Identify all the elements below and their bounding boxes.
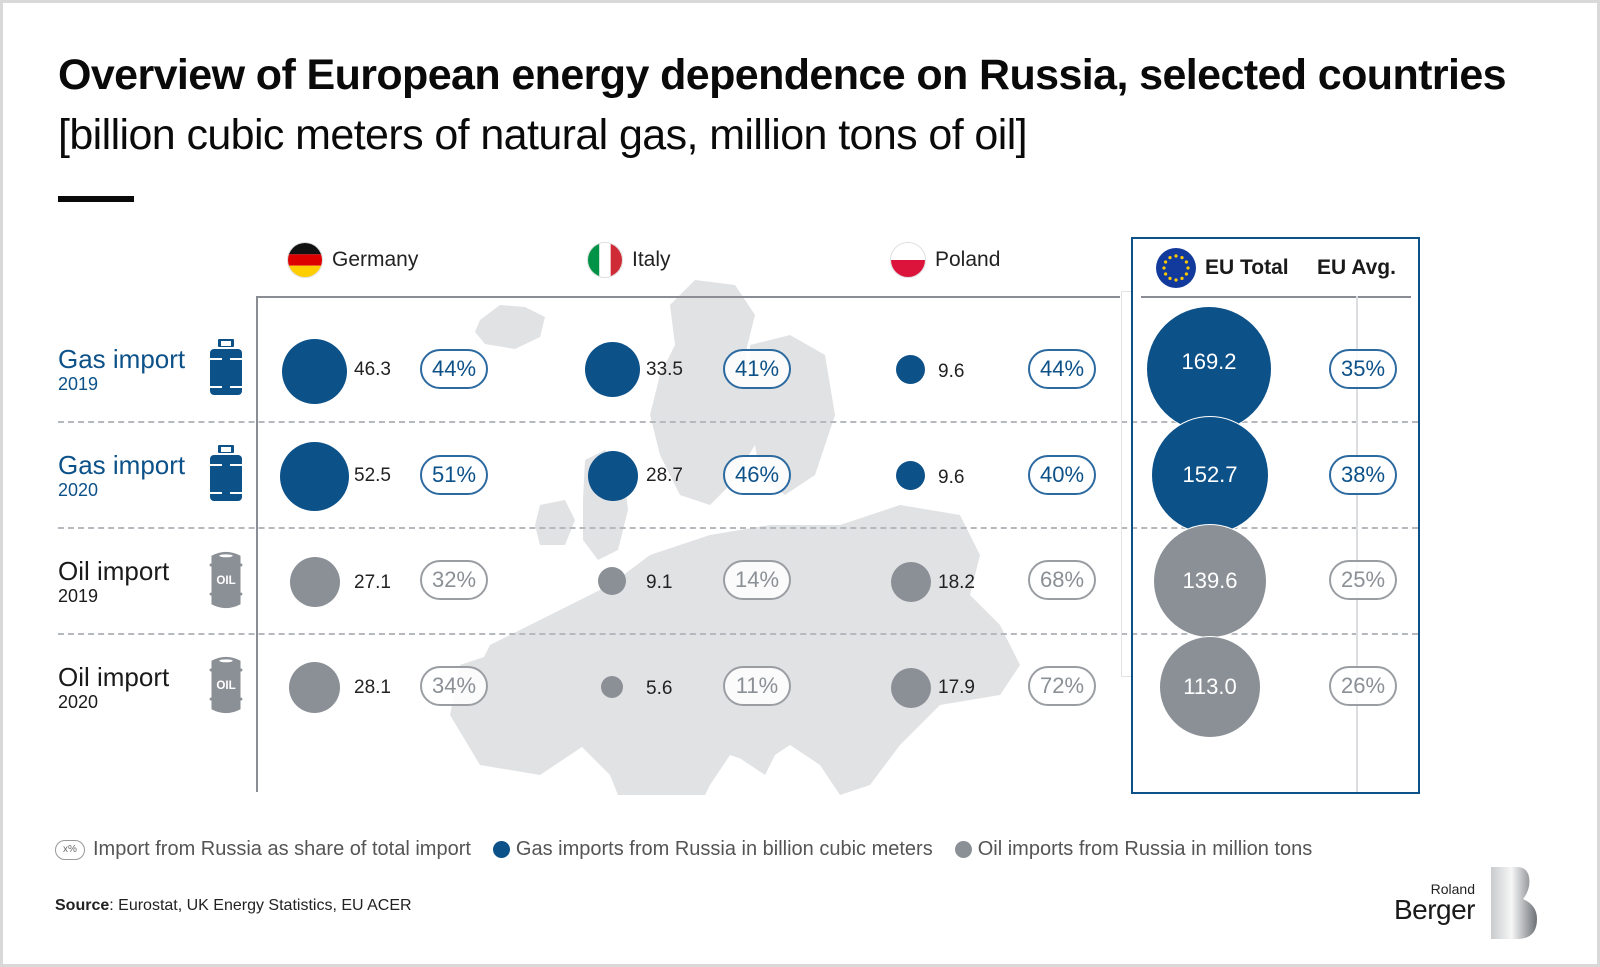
oil-dot-icon — [954, 841, 972, 858]
italy-oil-2019-bubble — [598, 567, 626, 595]
column-header-poland: Poland — [890, 240, 1000, 280]
title-line-1: Overview of European energy dependence o… — [58, 51, 1507, 99]
italy-oil-2020-value: 5.6 — [646, 678, 673, 699]
eu-avg-gas-2020-share: 38% — [1329, 455, 1397, 495]
germany-oil-2020-share: 34% — [420, 666, 488, 706]
italy-oil-2019-value: 9.1 — [646, 572, 673, 593]
germany-flag-icon — [287, 242, 323, 278]
eu-total-header: EU Total — [1156, 248, 1289, 288]
eu-oil-2019-bubble: 139.6 — [1153, 524, 1267, 638]
eu-flag-icon — [1156, 248, 1196, 288]
roland-berger-logo: Roland Berger — [1394, 867, 1545, 942]
germany-oil-2019-value: 27.1 — [354, 572, 391, 593]
italy-gas-2020-bubble — [588, 451, 638, 501]
germany-oil-2020-value: 28.1 — [354, 677, 391, 698]
eu-header-rule — [1141, 296, 1411, 298]
poland-gas-2019-bubble — [896, 355, 925, 384]
legend: x% Import from Russia as share of total … — [55, 838, 1334, 861]
oil-barrel-icon: OIL — [209, 551, 243, 609]
italy-gas-2020-share: 46% — [723, 455, 791, 495]
column-header-italy: Italy — [587, 240, 671, 280]
title-line-2: [billion cubic meters of natural gas, mi… — [58, 111, 1028, 159]
poland-oil-2020-share: 72% — [1028, 666, 1096, 706]
row-separator — [58, 527, 1418, 529]
row-label-oil-2020: Oil import 2020 — [58, 662, 170, 712]
germany-gas-2020-share: 51% — [420, 455, 488, 495]
share-badge-icon: x% — [55, 839, 85, 860]
row-label-oil-2019: Oil import 2019 — [58, 556, 170, 606]
row-separator — [58, 633, 1418, 635]
germany-oil-2019-share: 32% — [420, 560, 488, 600]
eu-avg-oil-2020-share: 26% — [1329, 666, 1397, 706]
italy-oil-2019-share: 14% — [723, 560, 791, 600]
poland-gas-2019-share: 44% — [1028, 349, 1096, 389]
column-header-germany: Germany — [287, 240, 418, 280]
row-label-gas-2020: Gas import 2020 — [58, 450, 186, 500]
row-label-gas-2019: Gas import 2019 — [58, 344, 186, 394]
legend-item-oil: Oil imports from Russia in million tons — [954, 838, 1312, 861]
chart-title: Overview of European energy dependence o… — [58, 45, 1507, 165]
poland-oil-2019-value: 18.2 — [938, 572, 975, 593]
source-note: Source: Eurostat, UK Energy Statistics, … — [55, 897, 412, 914]
column-label: Italy — [632, 248, 671, 271]
svg-text:OIL: OIL — [216, 574, 235, 587]
germany-oil-2019-bubble — [290, 557, 340, 607]
germany-gas-2019-bubble — [282, 339, 347, 404]
eu-avg-label: EU Avg. — [1317, 256, 1396, 279]
poland-gas-2020-bubble — [896, 461, 925, 490]
poland-gas-2020-share: 40% — [1028, 455, 1096, 495]
eu-gas-2019-bubble: 169.2 — [1146, 306, 1272, 432]
eu-avg-oil-2019-share: 25% — [1329, 560, 1397, 600]
poland-oil-2019-bubble — [891, 562, 931, 602]
column-label: Poland — [935, 248, 1001, 271]
header-rule — [256, 296, 1120, 298]
eu-gas-2020-value: 152.7 — [1182, 462, 1238, 487]
poland-gas-2019-value: 9.6 — [938, 361, 965, 382]
eu-oil-2020-value: 113.0 — [1183, 674, 1237, 699]
eu-summary-box — [1131, 237, 1420, 794]
italy-gas-2019-bubble — [585, 342, 640, 397]
europe-map-background — [450, 280, 1020, 795]
gas-cylinder-icon — [210, 445, 242, 501]
title-underline — [58, 196, 134, 202]
poland-oil-2020-value: 17.9 — [938, 677, 975, 698]
gas-dot-icon — [492, 841, 510, 858]
eu-gas-2019-value: 169.2 — [1181, 349, 1237, 374]
germany-oil-2020-bubble — [289, 662, 340, 713]
poland-gas-2020-value: 9.6 — [938, 467, 965, 488]
eu-avg-gas-2019-share: 35% — [1329, 349, 1397, 389]
row-separator — [58, 421, 1418, 423]
italy-gas-2019-value: 33.5 — [646, 359, 683, 380]
berger-b-logo-icon — [1491, 867, 1537, 939]
oil-barrel-icon: OIL — [209, 656, 243, 714]
poland-oil-2020-bubble — [891, 668, 931, 708]
germany-gas-2020-bubble — [280, 442, 349, 511]
legend-item-share: x% Import from Russia as share of total … — [55, 838, 471, 861]
legend-item-gas: Gas imports from Russia in billion cubic… — [492, 838, 933, 861]
svg-text:OIL: OIL — [216, 679, 235, 692]
italy-oil-2020-share: 11% — [723, 666, 791, 706]
germany-gas-2019-share: 44% — [420, 349, 488, 389]
eu-avg-header: EU Avg. — [1317, 256, 1396, 280]
germany-gas-2019-value: 46.3 — [354, 359, 391, 380]
poland-flag-icon — [890, 242, 926, 278]
eu-avg-axis — [1356, 296, 1358, 792]
italy-oil-2020-bubble — [601, 676, 623, 698]
italy-flag-icon — [587, 242, 623, 278]
eu-gas-2020-bubble: 152.7 — [1151, 416, 1269, 534]
gas-cylinder-icon — [210, 339, 242, 395]
germany-gas-2020-value: 52.5 — [354, 465, 391, 486]
row-label-divider — [256, 296, 258, 792]
column-label: Germany — [332, 248, 419, 271]
eu-box-shadow-line — [1121, 291, 1133, 677]
italy-gas-2020-value: 28.7 — [646, 465, 683, 486]
eu-total-label: EU Total — [1205, 256, 1289, 279]
poland-oil-2019-share: 68% — [1028, 560, 1096, 600]
italy-gas-2019-share: 41% — [723, 349, 791, 389]
eu-oil-2020-bubble: 113.0 — [1159, 636, 1261, 738]
eu-oil-2019-value: 139.6 — [1182, 568, 1238, 593]
